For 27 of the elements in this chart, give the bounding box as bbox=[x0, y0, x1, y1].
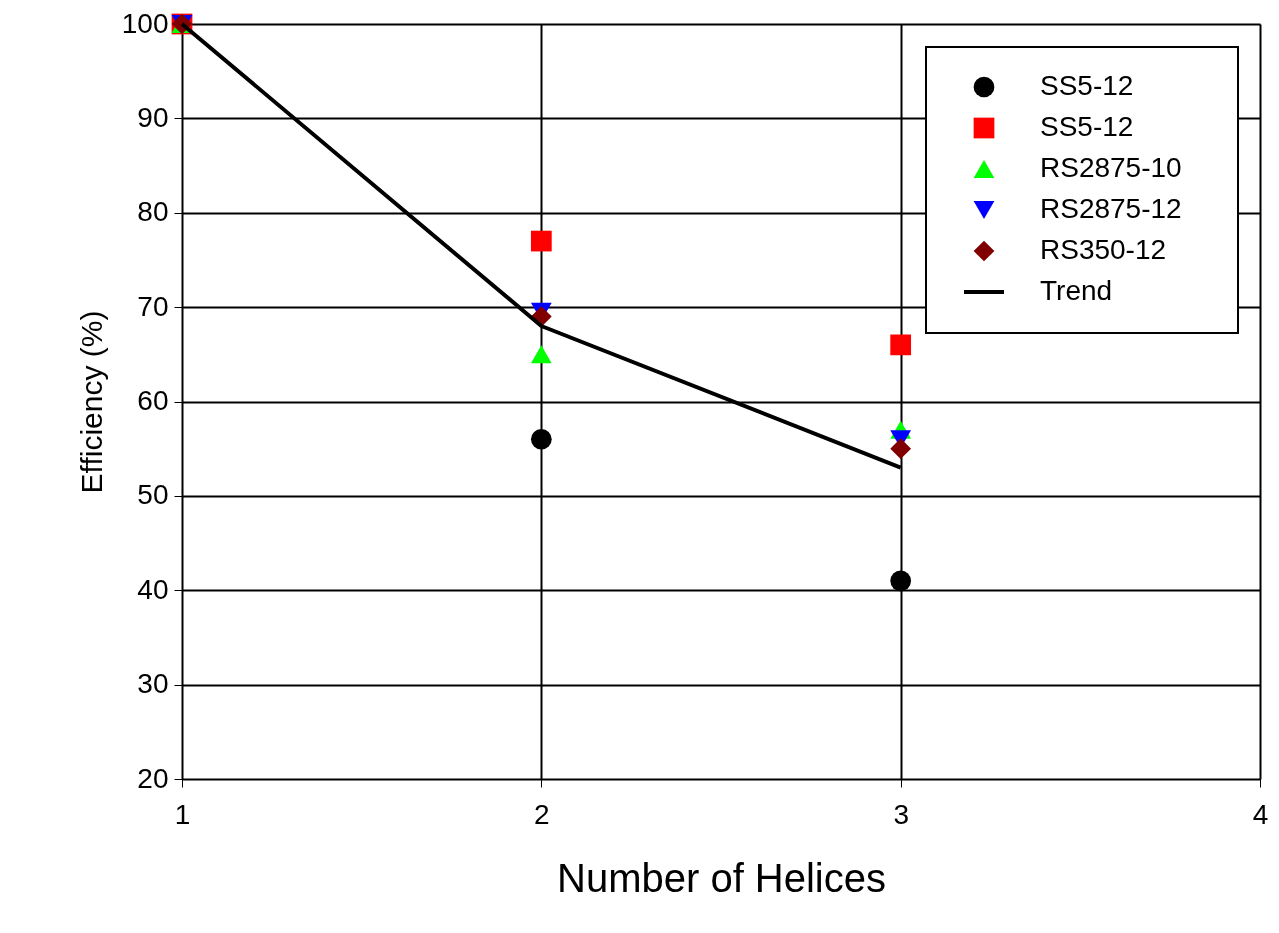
x-tick-label: 3 bbox=[893, 798, 909, 830]
legend-label: SS5-12 bbox=[1040, 111, 1134, 142]
point bbox=[530, 230, 552, 252]
x-tick-label: 2 bbox=[534, 798, 550, 830]
point bbox=[530, 428, 552, 450]
point bbox=[530, 345, 552, 364]
y-tick-label: 50 bbox=[137, 479, 169, 511]
y-tick-label: 90 bbox=[137, 101, 169, 133]
x-tick-label: 4 bbox=[1252, 798, 1269, 830]
legend-label: RS2875-12 bbox=[1040, 193, 1182, 224]
y-tick-label: 20 bbox=[137, 762, 169, 794]
legend-label: Trend bbox=[1040, 275, 1113, 306]
legend-label: RS350-12 bbox=[1040, 234, 1167, 265]
y-tick-label: 60 bbox=[137, 385, 169, 416]
y-tick-label: 40 bbox=[137, 573, 169, 605]
y-axis-title: Efficiency (%) bbox=[74, 310, 108, 494]
point bbox=[890, 334, 912, 356]
y-tick-label: 30 bbox=[137, 668, 169, 700]
y-tick-label: 70 bbox=[137, 290, 169, 322]
y-tick-label: 100 bbox=[121, 7, 169, 39]
x-tick-label: 1 bbox=[174, 798, 191, 830]
point bbox=[890, 438, 912, 460]
x-axis-title: Number of Helices bbox=[556, 855, 887, 900]
y-tick-label: 80 bbox=[137, 196, 169, 228]
legend-label: SS5-12 bbox=[1040, 70, 1134, 101]
point bbox=[890, 570, 912, 592]
legend-label: RS2875-10 bbox=[1040, 152, 1182, 183]
